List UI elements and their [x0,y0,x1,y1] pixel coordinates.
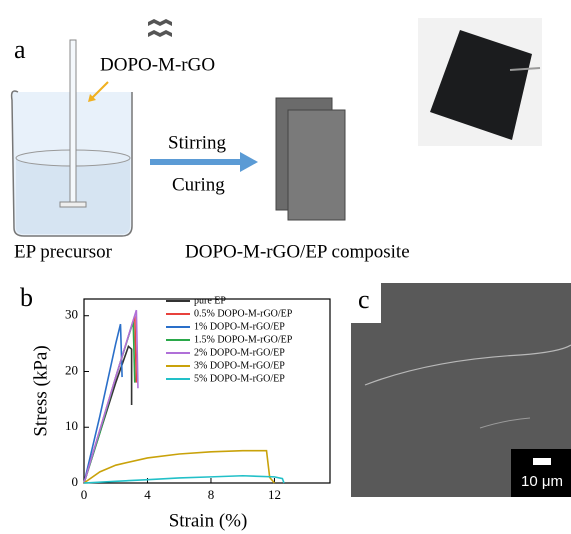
sample-photo [418,18,542,146]
step-label: Curing [172,174,225,195]
y-tick-label: 0 [72,474,79,489]
composite-sheet [288,110,345,220]
flake-icon [148,19,172,37]
y-tick-label: 30 [65,307,78,322]
legend-label: 2% DOPO-M-rGO/EP [194,347,285,358]
y-tick-label: 20 [65,362,78,377]
panel-label: a [14,35,26,64]
panel-label: b [20,283,33,312]
x-tick-label: 8 [208,487,215,502]
page: { "panel_a": {"label": "a", "filler_labe… [0,0,571,534]
x-tick-label: 4 [144,487,151,502]
flake [148,30,172,37]
stirrer [70,40,76,202]
legend-label: 3% DOPO-M-rGO/EP [194,360,285,371]
arrow-head [240,152,258,172]
legend-label: 1% DOPO-M-rGO/EP [194,321,285,332]
stirrer-blade [60,202,86,207]
filler-label: DOPO-M-rGO [100,54,215,75]
plot: 0 4 8 12 0 10 20 30 pure EP 0.5% DOPO-M-rGO/EP 1% … [65,295,330,502]
caption: DOPO-M-rGO/EP composite [185,241,410,262]
legend-label: 0.5% DOPO-M-rGO/EP [194,308,293,319]
scale-bar [533,458,551,465]
sem-image [351,283,571,497]
figure: a DOPO-M-rGO Stirring Curing EP precurso… [0,0,571,534]
scale-bar-label: 10 μm [521,473,563,490]
process-arrow [150,152,258,172]
x-axis-label: Strain (%) [169,510,248,531]
step-label: Stirring [168,132,227,153]
x-tick-label: 0 [81,487,88,502]
arrow-shaft [150,159,242,165]
x-tick-label: 12 [268,487,281,502]
y-axis-label: Stress (kPa) [30,345,51,436]
flake [148,19,172,26]
stress-strain-curve [84,476,284,483]
legend-label: 1.5% DOPO-M-rGO/EP [194,334,293,345]
legend-label: pure EP [194,295,226,306]
stress-strain-curve [84,324,122,483]
caption: EP precursor [14,241,113,262]
panel-label: c [358,285,370,314]
y-tick-label: 10 [65,418,78,433]
legend-label: 5% DOPO-M-rGO/EP [194,373,285,384]
